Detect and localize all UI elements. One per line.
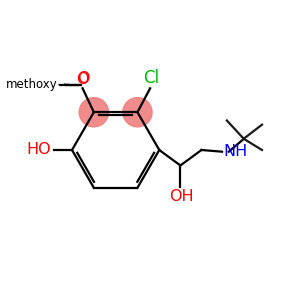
- Text: methoxy: methoxy: [59, 84, 65, 85]
- Text: O: O: [76, 72, 89, 87]
- Circle shape: [79, 98, 109, 127]
- Text: methoxy: methoxy: [64, 83, 70, 84]
- Text: HO: HO: [26, 142, 51, 158]
- Text: methoxy: methoxy: [58, 83, 64, 85]
- Text: NH: NH: [223, 144, 247, 159]
- Text: O: O: [77, 71, 90, 86]
- Circle shape: [123, 98, 152, 127]
- Text: methoxy: methoxy: [6, 78, 58, 92]
- Text: OH: OH: [169, 189, 194, 204]
- Text: Cl: Cl: [143, 69, 160, 87]
